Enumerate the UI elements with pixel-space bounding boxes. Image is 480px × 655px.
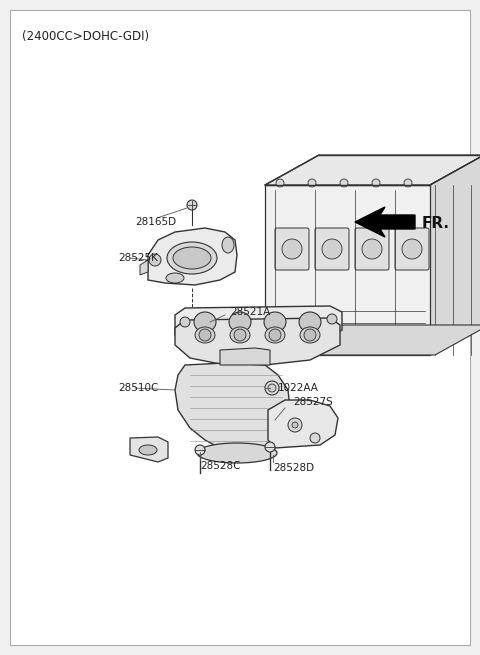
Circle shape bbox=[180, 317, 190, 327]
Ellipse shape bbox=[222, 237, 234, 253]
Circle shape bbox=[195, 445, 205, 455]
Text: 28527S: 28527S bbox=[293, 397, 333, 407]
Circle shape bbox=[308, 179, 316, 187]
FancyBboxPatch shape bbox=[10, 10, 470, 645]
Ellipse shape bbox=[229, 312, 251, 332]
Circle shape bbox=[288, 418, 302, 432]
Polygon shape bbox=[148, 228, 237, 285]
Polygon shape bbox=[260, 325, 480, 355]
FancyBboxPatch shape bbox=[355, 228, 389, 270]
Circle shape bbox=[322, 239, 342, 259]
Circle shape bbox=[404, 179, 412, 187]
Text: FR.: FR. bbox=[422, 215, 450, 231]
FancyBboxPatch shape bbox=[315, 228, 349, 270]
Circle shape bbox=[187, 200, 197, 210]
Circle shape bbox=[282, 239, 302, 259]
Circle shape bbox=[199, 329, 211, 341]
Text: 28165D: 28165D bbox=[135, 217, 176, 227]
Circle shape bbox=[310, 433, 320, 443]
Polygon shape bbox=[268, 400, 338, 448]
Circle shape bbox=[269, 329, 281, 341]
Ellipse shape bbox=[197, 443, 277, 463]
Circle shape bbox=[265, 442, 275, 452]
Ellipse shape bbox=[300, 327, 320, 343]
Polygon shape bbox=[220, 348, 270, 365]
Text: 28528D: 28528D bbox=[273, 463, 314, 473]
Ellipse shape bbox=[166, 273, 184, 283]
Circle shape bbox=[340, 179, 348, 187]
Text: 28528C: 28528C bbox=[200, 461, 240, 471]
Ellipse shape bbox=[173, 247, 211, 269]
Polygon shape bbox=[265, 155, 480, 185]
Circle shape bbox=[402, 239, 422, 259]
Circle shape bbox=[234, 329, 246, 341]
Text: 28525K: 28525K bbox=[118, 253, 158, 263]
Polygon shape bbox=[265, 185, 430, 355]
Ellipse shape bbox=[195, 327, 215, 343]
Polygon shape bbox=[140, 260, 148, 275]
Polygon shape bbox=[175, 306, 342, 338]
Ellipse shape bbox=[167, 242, 217, 274]
Circle shape bbox=[327, 314, 337, 324]
Ellipse shape bbox=[139, 445, 157, 455]
Ellipse shape bbox=[264, 312, 286, 332]
Text: 28521A: 28521A bbox=[230, 307, 270, 317]
Circle shape bbox=[149, 254, 161, 266]
Polygon shape bbox=[355, 207, 415, 237]
FancyBboxPatch shape bbox=[275, 228, 309, 270]
Ellipse shape bbox=[265, 327, 285, 343]
Circle shape bbox=[292, 422, 298, 428]
Ellipse shape bbox=[230, 327, 250, 343]
Ellipse shape bbox=[194, 312, 216, 332]
Ellipse shape bbox=[299, 312, 321, 332]
Circle shape bbox=[362, 239, 382, 259]
FancyBboxPatch shape bbox=[395, 228, 429, 270]
Text: 28510C: 28510C bbox=[118, 383, 158, 393]
Circle shape bbox=[304, 329, 316, 341]
Polygon shape bbox=[175, 363, 290, 450]
Circle shape bbox=[265, 381, 279, 395]
Polygon shape bbox=[130, 437, 168, 462]
Circle shape bbox=[276, 179, 284, 187]
Polygon shape bbox=[430, 155, 480, 355]
Polygon shape bbox=[175, 318, 340, 365]
Circle shape bbox=[268, 384, 276, 392]
Circle shape bbox=[372, 179, 380, 187]
Text: 1022AA: 1022AA bbox=[278, 383, 319, 393]
Text: (2400CC>DOHC-GDI): (2400CC>DOHC-GDI) bbox=[22, 30, 149, 43]
